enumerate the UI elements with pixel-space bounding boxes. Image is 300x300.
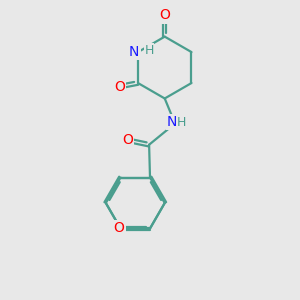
Text: N: N — [166, 115, 177, 129]
Text: N: N — [129, 45, 140, 59]
Text: O: O — [159, 8, 170, 22]
Text: O: O — [122, 133, 134, 147]
Text: O: O — [114, 221, 124, 236]
Text: O: O — [114, 80, 125, 94]
Text: H: H — [144, 44, 154, 57]
Text: H: H — [177, 116, 186, 128]
